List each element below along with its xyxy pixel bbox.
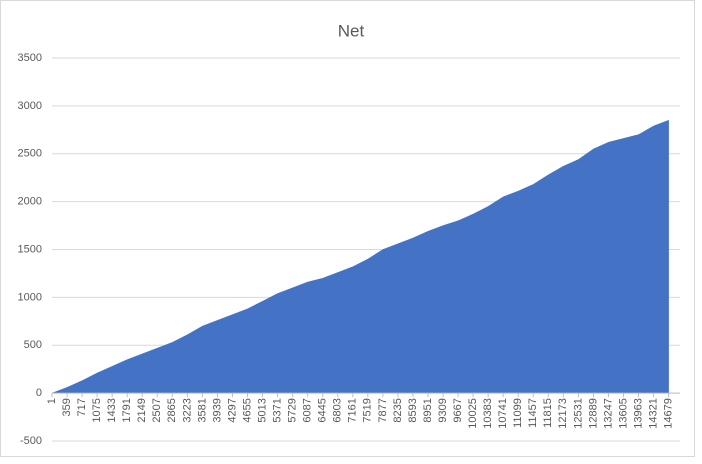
x-tick-label: 7877 xyxy=(377,398,389,422)
x-tick-label: 2507 xyxy=(151,398,163,422)
y-tick-label: 500 xyxy=(24,339,42,351)
y-tick-label: 2000 xyxy=(18,196,42,208)
x-tick-label: 6803 xyxy=(332,398,344,422)
y-tick-label: -500 xyxy=(20,435,42,447)
x-tick-label: 10383 xyxy=(482,398,494,429)
x-tick-label: 6087 xyxy=(302,398,314,422)
x-tick-label: 1791 xyxy=(121,398,133,422)
x-tick-label: 13605 xyxy=(617,398,629,429)
x-tick-label: 1 xyxy=(46,398,58,404)
x-tick-label: 4655 xyxy=(241,398,253,422)
x-tick-label: 1433 xyxy=(106,398,118,422)
chart-title: Net xyxy=(338,21,365,40)
y-tick-label: 0 xyxy=(36,387,42,399)
x-tick-label: 5013 xyxy=(256,398,268,422)
x-tick-label: 8593 xyxy=(407,398,419,422)
x-tick-label: 9309 xyxy=(437,398,449,422)
x-tick-label: 12173 xyxy=(557,398,569,429)
y-tick-label: 3000 xyxy=(18,100,42,112)
y-tick-label: 2500 xyxy=(18,148,42,160)
x-tick-label: 6445 xyxy=(317,398,329,422)
x-tick-label: 11457 xyxy=(527,398,539,428)
x-tick-label: 7161 xyxy=(347,398,359,422)
x-tick-label: 1075 xyxy=(91,398,103,422)
x-tick-label: 10741 xyxy=(497,398,509,429)
x-tick-label: 12889 xyxy=(587,398,599,429)
y-tick-label: 3500 xyxy=(18,52,42,64)
x-tick-label: 359 xyxy=(61,398,73,416)
x-tick-label: 8235 xyxy=(392,398,404,422)
x-tick-label: 12531 xyxy=(572,398,584,429)
x-tick-label: 5371 xyxy=(271,398,283,422)
x-tick-label: 3581 xyxy=(196,398,208,422)
y-tick-label: 1000 xyxy=(18,291,42,303)
x-tick-label: 717 xyxy=(76,398,88,416)
x-tick-label: 13963 xyxy=(632,398,644,429)
x-tick-label: 3223 xyxy=(181,398,193,422)
x-tick-label: 11815 xyxy=(542,398,554,428)
area xyxy=(51,119,669,394)
y-tick-label: 1500 xyxy=(18,243,42,255)
x-tick-label: 4297 xyxy=(226,398,238,422)
x-tick-label: 11099 xyxy=(512,398,524,428)
x-tick-label: 13247 xyxy=(602,398,614,429)
x-tick-label: 2149 xyxy=(136,398,148,422)
x-tick-label: 9667 xyxy=(452,398,464,422)
x-tick-label: 8951 xyxy=(422,398,434,422)
x-tick-label: 2865 xyxy=(166,398,178,422)
x-tick-label: 7519 xyxy=(362,398,374,422)
x-tick-label: 14679 xyxy=(663,398,675,429)
x-tick-label: 5729 xyxy=(287,398,299,422)
x-tick-label: 3939 xyxy=(211,398,223,422)
x-tick-label: 10025 xyxy=(467,398,479,429)
x-tick-label: 14321 xyxy=(647,398,659,429)
